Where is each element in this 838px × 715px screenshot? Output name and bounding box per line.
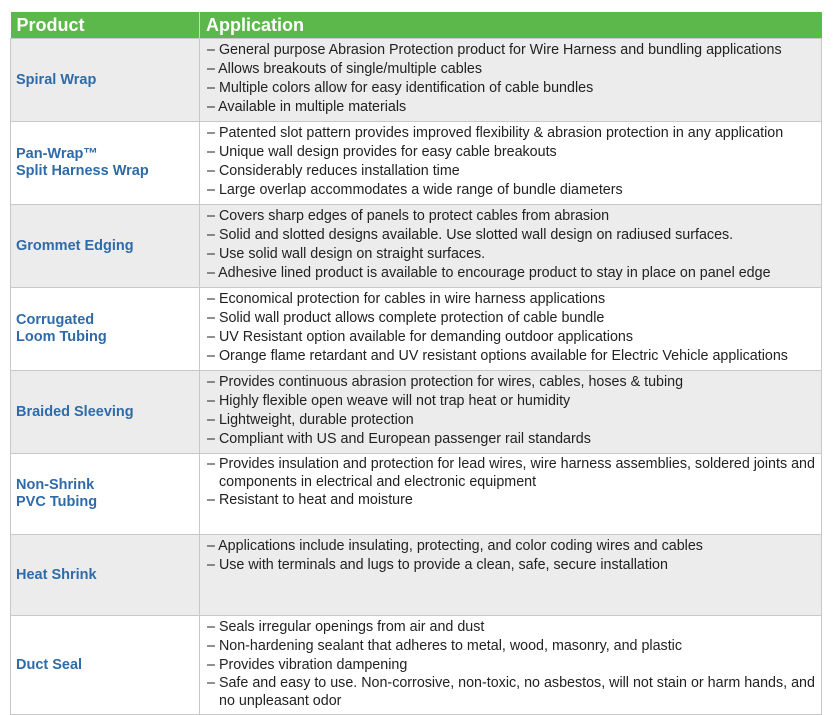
table-row: Heat Shrink Applications include insulati… [10, 534, 822, 616]
application-list: General purpose Abrasion Protection prod… [207, 41, 821, 117]
table-row: Duct Seal Seals irregular openings from a… [10, 615, 822, 715]
application-item: Available in multiple materials [207, 98, 821, 117]
application-item: Solid wall product allows complete prote… [207, 309, 821, 328]
product-name-line: Split Harness Wrap [16, 163, 149, 179]
application-item: Large overlap accommodates a wide range … [207, 181, 821, 200]
application-item: Seals irregular openings from air and du… [207, 618, 821, 637]
application-list: Provides continuous abrasion protection … [207, 373, 821, 449]
table-header-row: Product Application [10, 12, 822, 39]
application-item: Use solid wall design on straight surfac… [207, 245, 821, 264]
application-list: Seals irregular openings from air and du… [207, 618, 821, 710]
application-list: Covers sharp edges of panels to protect … [207, 207, 821, 283]
header-application: Application [199, 12, 822, 39]
application-item: Provides insulation and protection for l… [207, 456, 821, 491]
application-cell: Provides insulation and protection for l… [199, 453, 822, 535]
product-name-line: Heat Shrink [16, 566, 97, 583]
application-item: Compliant with US and European passenger… [207, 430, 821, 449]
application-cell: Economical protection for cables in wire… [199, 287, 822, 371]
application-item: Non-hardening sealant that adheres to me… [207, 637, 821, 656]
application-item: Considerably reduces installation time [207, 162, 821, 181]
application-item: Applications include insulating, protect… [207, 537, 821, 556]
product-name: Grommet Edging [10, 204, 200, 288]
application-item: Orange flame retardant and UV resistant … [207, 347, 821, 366]
application-list: Applications include insulating, protect… [207, 537, 821, 575]
table-row: Spiral Wrap General purpose Abrasion Prot… [10, 38, 822, 122]
application-cell: Patented slot pattern provides improved … [199, 121, 822, 205]
product-name: Corrugated Loom Tubing [10, 287, 200, 371]
product-name: Braided Sleeving [10, 370, 200, 454]
application-item: Allows breakouts of single/multiple cabl… [207, 60, 821, 79]
product-name: Spiral Wrap [10, 38, 200, 122]
product-application-table: Product Application Spiral Wrap General p… [10, 12, 822, 715]
application-list: Economical protection for cables in wire… [207, 290, 821, 366]
application-item: Unique wall design provides for easy cab… [207, 143, 821, 162]
application-item: Highly flexible open weave will not trap… [207, 392, 821, 411]
table-row: Grommet Edging Covers sharp edges of pane… [10, 204, 822, 288]
product-name-line: PVC Tubing [16, 494, 98, 510]
product-name-line: Pan-Wrap™ [16, 146, 98, 162]
product-name: Pan-Wrap™ Split Harness Wrap [10, 121, 200, 205]
product-name-line: Grommet Edging [16, 237, 134, 254]
application-item: Provides vibration dampening [207, 656, 821, 675]
application-cell: Covers sharp edges of panels to protect … [199, 204, 822, 288]
application-item: Covers sharp edges of panels to protect … [207, 207, 821, 226]
application-item: Solid and slotted designs available. Use… [207, 226, 821, 245]
product-name-line: Braided Sleeving [16, 403, 134, 420]
product-name: Non-Shrink PVC Tubing [10, 453, 200, 535]
application-item: Safe and easy to use. Non-corrosive, non… [207, 675, 821, 710]
table-row: Braided Sleeving Provides continuous abra… [10, 370, 822, 454]
product-name-line: Duct Seal [16, 656, 83, 673]
application-item: Economical protection for cables in wire… [207, 290, 821, 309]
application-item: Patented slot pattern provides improved … [207, 124, 821, 143]
application-item: Lightweight, durable protection [207, 411, 821, 430]
application-item: Resistant to heat and moisture [207, 491, 821, 510]
product-name-line: Corrugated [16, 312, 95, 328]
application-item: Use with terminals and lugs to provide a… [207, 556, 821, 575]
application-item: Adhesive lined product is available to e… [207, 264, 821, 283]
product-name: Duct Seal [10, 615, 200, 715]
application-item: Provides continuous abrasion protection … [207, 373, 821, 392]
product-name-line: Spiral Wrap [16, 71, 97, 88]
product-name: Heat Shrink [10, 534, 200, 616]
application-cell: Provides continuous abrasion protection … [199, 370, 822, 454]
application-cell: Applications include insulating, protect… [199, 534, 822, 616]
header-product: Product [10, 12, 200, 39]
product-name-line: Non-Shrink [16, 477, 95, 493]
product-name-line: Loom Tubing [16, 329, 107, 345]
application-list: Patented slot pattern provides improved … [207, 124, 821, 200]
application-cell: Seals irregular openings from air and du… [199, 615, 822, 715]
application-cell: General purpose Abrasion Protection prod… [199, 38, 822, 122]
application-item: Multiple colors allow for easy identific… [207, 79, 821, 98]
application-item: General purpose Abrasion Protection prod… [207, 41, 821, 60]
application-list: Provides insulation and protection for l… [207, 456, 821, 510]
application-item: UV Resistant option available for demand… [207, 328, 821, 347]
